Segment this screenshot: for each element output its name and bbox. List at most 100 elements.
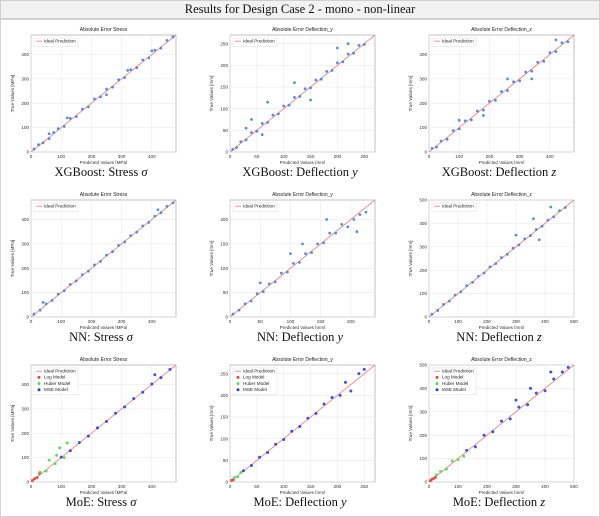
data-point bbox=[346, 42, 350, 46]
data-point bbox=[346, 52, 350, 56]
log-model-point bbox=[35, 476, 39, 480]
data-point bbox=[293, 81, 296, 85]
data-point bbox=[316, 242, 320, 246]
scatter-chart: 0 50 100 150 200 0 50 100 150 200 Absolute Error D… bbox=[209, 192, 376, 329]
huber-model-point bbox=[55, 453, 59, 457]
panel-caption: NN: Deflection y bbox=[201, 330, 399, 345]
ideal-prediction-line bbox=[229, 34, 376, 153]
caption-symbol: σ bbox=[141, 165, 148, 179]
y-tick-label: 500 bbox=[419, 363, 427, 368]
data-point bbox=[303, 87, 307, 91]
chart-title: Absolute Error Deflection_y bbox=[272, 357, 333, 363]
mse-model-point bbox=[338, 393, 342, 397]
y-axis-label: True Values [MPa] bbox=[10, 405, 15, 443]
data-point bbox=[301, 242, 304, 246]
x-tick-label: 200 bbox=[88, 484, 96, 489]
ideal-prediction-line bbox=[229, 364, 376, 483]
huber-model-point bbox=[439, 469, 443, 473]
data-point bbox=[37, 143, 40, 147]
data-point bbox=[514, 233, 518, 237]
mse-model-point bbox=[266, 451, 270, 455]
data-point bbox=[126, 68, 130, 72]
mse-model-point bbox=[465, 448, 469, 452]
data-point bbox=[111, 250, 114, 254]
data-point bbox=[287, 103, 291, 107]
legend-entry: Ideal Prediction bbox=[44, 369, 76, 374]
legend-point-marker bbox=[435, 382, 439, 386]
data-point bbox=[330, 69, 334, 72]
data-point bbox=[362, 43, 366, 46]
x-tick-label: 400 bbox=[148, 484, 156, 489]
mse-model-point bbox=[500, 419, 503, 423]
data-point bbox=[310, 251, 313, 255]
chart-cell: 0 100 200 300 400 0 100 200 300 400 Absolute Error… bbox=[2, 352, 200, 516]
x-tick-label: 50 bbox=[254, 484, 260, 489]
huber-model-point bbox=[450, 459, 454, 463]
mse-model-point bbox=[77, 441, 81, 445]
data-point bbox=[235, 146, 238, 150]
x-tick-label: 200 bbox=[334, 484, 342, 489]
data-point bbox=[141, 224, 145, 228]
y-tick-label: 200 bbox=[220, 217, 228, 222]
data-point bbox=[325, 218, 329, 221]
x-axis-label: Predicted Values [mm] bbox=[280, 490, 326, 494]
data-point bbox=[500, 90, 503, 93]
mse-model-point bbox=[241, 469, 245, 473]
caption-symbol: z bbox=[536, 330, 542, 344]
data-point bbox=[135, 230, 139, 234]
chart-cell: 0 100 200 300 400 0 100 200 300 400 Absolute Error… bbox=[2, 22, 200, 186]
x-tick-label: 300 bbox=[512, 484, 520, 489]
data-point bbox=[488, 99, 491, 103]
data-point bbox=[56, 127, 60, 130]
data-point bbox=[32, 312, 36, 316]
data-point bbox=[50, 299, 54, 302]
mse-model-point bbox=[482, 433, 486, 437]
caption-text: MoE: Stress bbox=[65, 495, 131, 509]
legend-point-marker bbox=[236, 382, 240, 386]
data-point bbox=[266, 100, 269, 104]
data-point bbox=[171, 35, 175, 39]
data-point bbox=[523, 237, 527, 241]
y-tick-label: 300 bbox=[21, 241, 29, 246]
panel-caption: XGBoost: Deflection z bbox=[400, 165, 598, 180]
data-point bbox=[494, 262, 498, 266]
x-axis-label: Predicted Values [mm] bbox=[479, 325, 525, 329]
chart-title: Absolute Error Stress bbox=[80, 357, 128, 363]
data-point bbox=[453, 293, 457, 297]
huber-model-point bbox=[434, 473, 438, 477]
data-point bbox=[442, 302, 445, 306]
mse-model-point bbox=[560, 370, 564, 374]
data-point bbox=[171, 201, 175, 205]
data-point bbox=[282, 104, 286, 108]
data-point bbox=[153, 48, 157, 52]
y-tick-label: 150 bbox=[220, 415, 228, 420]
y-tick-label: 200 bbox=[21, 431, 29, 436]
data-point bbox=[47, 132, 51, 136]
data-point bbox=[62, 125, 66, 128]
data-point bbox=[482, 271, 486, 275]
data-point bbox=[319, 77, 323, 81]
x-axis-label: Predicted Values [mm] bbox=[280, 160, 326, 164]
data-point bbox=[105, 253, 108, 257]
data-point bbox=[511, 246, 515, 250]
data-point bbox=[93, 97, 96, 101]
y-tick-label: 100 bbox=[419, 291, 427, 296]
data-point bbox=[267, 282, 271, 286]
x-tick-label: 50 bbox=[254, 154, 260, 159]
y-tick-label: 100 bbox=[21, 125, 29, 130]
legend-entry: Ideal Prediction bbox=[442, 369, 474, 374]
data-point bbox=[524, 70, 528, 74]
data-point bbox=[117, 243, 121, 247]
y-axis-label: True Values [mm] bbox=[209, 406, 214, 442]
data-point bbox=[249, 299, 253, 303]
data-point bbox=[554, 50, 558, 53]
legend-point-marker bbox=[435, 388, 439, 392]
y-tick-label: 300 bbox=[21, 76, 29, 81]
legend-box bbox=[232, 37, 278, 47]
data-point bbox=[328, 231, 332, 235]
data-point bbox=[74, 279, 78, 283]
mse-model-point bbox=[543, 389, 547, 393]
x-axis-label: Predicted Values [mm] bbox=[280, 325, 326, 329]
data-point bbox=[529, 234, 532, 237]
